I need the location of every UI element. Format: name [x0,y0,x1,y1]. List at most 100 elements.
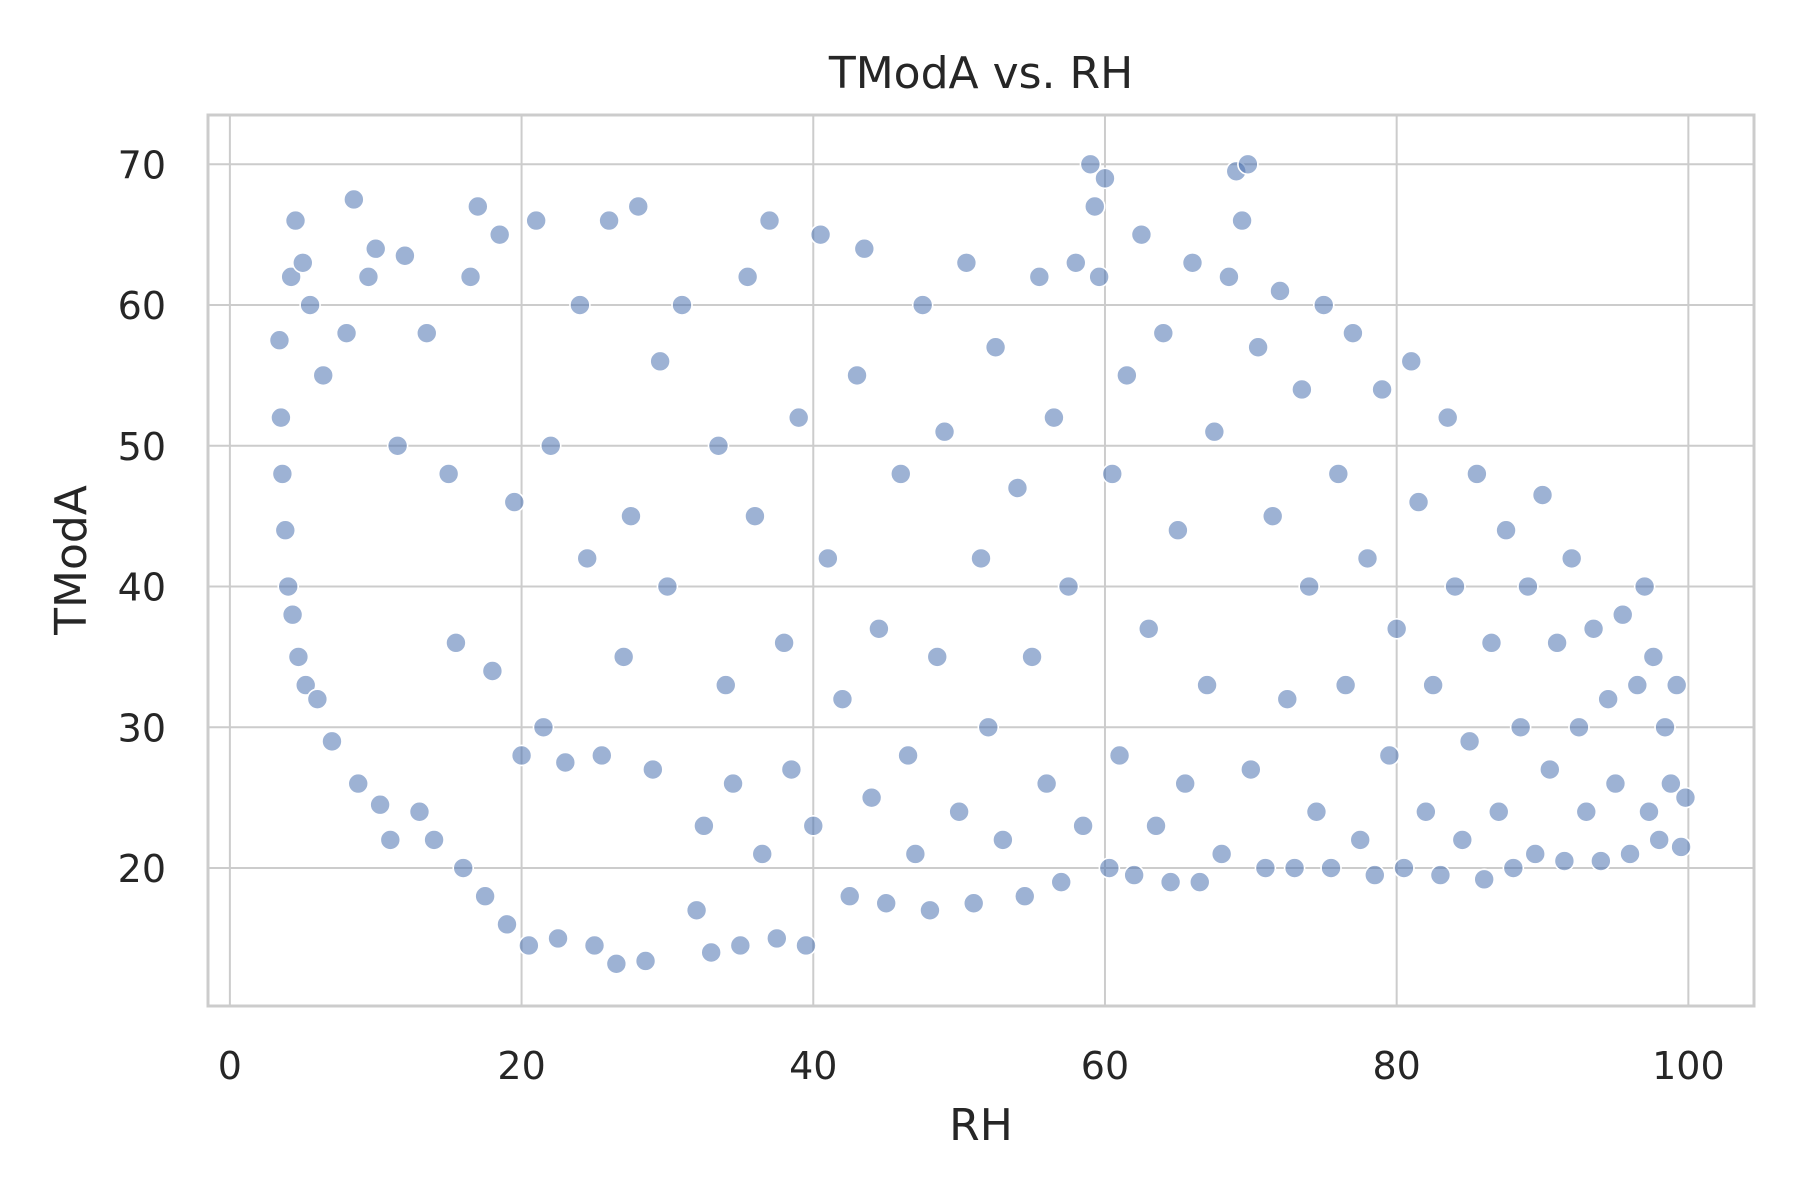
scatter-point [306,688,329,710]
scatter-point [1546,632,1568,654]
scatter-point [846,364,868,387]
scatter-point [1181,251,1204,274]
scatter-point [970,547,992,570]
scatter-point [1531,484,1554,506]
scatter-point [1247,336,1269,359]
scatter-point [1473,868,1495,891]
scatter-point [1349,829,1372,851]
scatter-point [364,237,387,260]
scatter-point [1006,477,1029,499]
scatter-point [1327,463,1350,485]
scatter-point [751,843,774,865]
scatter-point [467,195,489,218]
scatter-point [787,406,810,429]
scatter-point [1269,280,1291,302]
scatter-point [445,632,467,654]
scatter-point [620,505,642,527]
scatter-point [1152,322,1175,344]
scatter-point [280,266,302,288]
scatter-point [838,885,861,908]
scatter-point [962,892,985,915]
scatter-point [897,744,919,767]
scatter-point [780,758,803,781]
scatter-point [569,294,591,316]
axes-frame [206,113,1756,1008]
scatter-point [1159,871,1182,893]
scatter-point [1466,463,1488,485]
x-tick-label: 60 [1081,1044,1129,1088]
scatter-point [394,244,416,267]
scatter-point [598,209,620,232]
scatter-point [1188,871,1211,893]
scatter-point [1400,350,1423,373]
scatter-point [1108,744,1131,767]
scatter-point [576,547,599,570]
scatter-point [1371,378,1393,401]
x-tick-label: 100 [1652,1044,1725,1088]
scatter-point [1611,603,1634,626]
scatter-point [758,209,781,232]
scatter-point [274,519,297,542]
scatter-point [590,744,613,767]
scatter-point [875,892,897,915]
y-tick-label: 20 [118,847,166,891]
scatter-point [1174,772,1196,795]
scatter-point [919,899,941,922]
scatter-point [1356,547,1379,570]
scatter-point [1619,843,1641,865]
x-tick-label: 80 [1372,1044,1420,1088]
y-tick-label: 50 [118,425,166,469]
scatter-point [1642,646,1665,668]
scatter-point [488,223,511,246]
scatter-point [1422,674,1444,696]
scatter-point [277,575,300,598]
scatter-point [532,716,555,739]
scatter-point [1083,195,1106,218]
scatter-point [1648,829,1670,851]
scatter-point [671,294,693,316]
scatter-point [1342,322,1364,344]
scatter-point [335,322,358,344]
scatter-point [707,434,730,457]
x-tick-label: 20 [497,1044,545,1088]
scatter-point [518,934,540,957]
scatter-point [281,603,304,626]
scatter-point [1305,800,1328,823]
scatter-point [1378,744,1401,767]
scatter-point [1237,153,1259,176]
scatter-point [1415,800,1437,823]
scatter-point [452,857,475,879]
x-tick-label: 0 [218,1044,242,1088]
points-layer [268,153,1697,975]
scatter-point [459,266,482,288]
scatter-point [642,758,664,781]
scatter-point [948,800,970,823]
scatter-point [271,463,294,485]
scatter-point [693,815,715,837]
scatter-point [503,491,526,513]
scatter-point [766,927,788,950]
scatter-point [1276,688,1299,710]
scatter-point [408,800,431,823]
scatter-point [1088,266,1110,288]
scatter-point [685,899,708,922]
scatter-point [270,406,292,429]
scatter-point [722,772,744,795]
scatter-point [1283,857,1306,879]
scatter-point [1035,772,1058,795]
scatter-point [554,751,577,774]
scatter-point [1261,505,1284,527]
scatter-point [795,934,817,957]
scatter-point [1517,575,1539,598]
scatter-point [773,632,795,654]
scatter-point [1137,617,1160,640]
scatter-point [539,434,562,457]
scatter-point [1196,674,1218,696]
scatter-point [1660,772,1682,795]
scatter-point [1334,674,1357,696]
scatter-point [817,547,839,570]
scatter-point [1116,364,1138,387]
scatter-point [369,793,391,816]
scatter-point [1098,857,1121,879]
